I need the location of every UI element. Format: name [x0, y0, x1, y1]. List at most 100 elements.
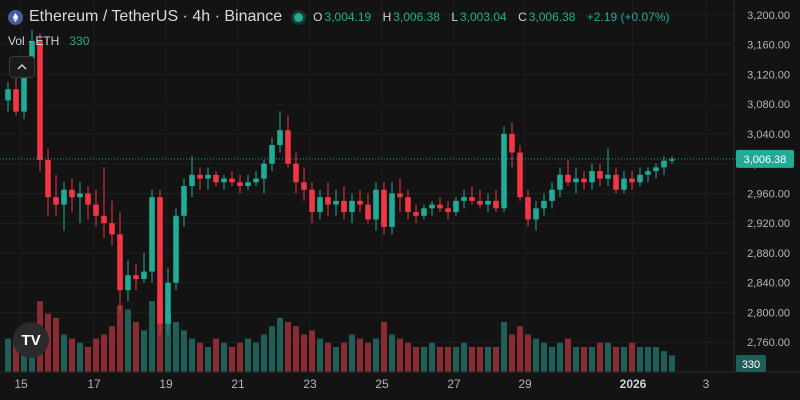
- candle-body: [5, 89, 11, 101]
- volume-bar: [133, 322, 139, 372]
- candle: [229, 171, 235, 186]
- time-axis[interactable]: 15 17 19 21 23 25 27 29 2026 3: [0, 371, 800, 391]
- candle: [277, 111, 283, 153]
- candle-body: [293, 163, 299, 183]
- candle: [309, 182, 315, 224]
- price-tick-label: 3,160.00: [747, 40, 790, 52]
- volume-bar: [453, 347, 459, 372]
- candle: [525, 189, 531, 227]
- volume-badge: 330: [736, 355, 766, 372]
- candle: [477, 189, 483, 209]
- volume-bar: [557, 342, 563, 372]
- candle-body: [413, 212, 419, 216]
- candle-body: [357, 200, 363, 205]
- candle-body: [637, 174, 643, 183]
- tradingview-logo-icon[interactable]: TV: [13, 322, 49, 358]
- symbol-title[interactable]: Ethereum / TetherUS · 4h · Binance: [29, 8, 283, 25]
- volume-bar: [373, 338, 379, 372]
- volume-bar: [541, 342, 547, 372]
- volume-bar: [389, 334, 395, 372]
- candle-body: [141, 271, 147, 279]
- volume-bar: [101, 334, 107, 372]
- candle-body: [149, 197, 155, 272]
- candle: [293, 152, 299, 194]
- candle: [637, 167, 643, 186]
- price-axis[interactable]: 3,200.00 3,160.00 3,120.00 3,080.00 3,040.00…: [733, 0, 790, 372]
- time-tick-label: 25: [375, 377, 389, 391]
- candle: [517, 145, 523, 201]
- volume-bar: [85, 347, 91, 372]
- candle-body: [629, 178, 635, 183]
- candle: [613, 167, 619, 194]
- candle-body: [213, 174, 219, 183]
- candle-body: [157, 197, 163, 324]
- candle: [53, 174, 59, 216]
- candle: [429, 200, 435, 216]
- volume-bar: [405, 342, 411, 372]
- candle: [261, 159, 267, 194]
- volume-bar: [589, 347, 595, 372]
- candle-body: [333, 200, 339, 205]
- volume-bar: [517, 326, 523, 372]
- volume-bar: [5, 338, 11, 372]
- candle-body: [421, 208, 427, 216]
- candle: [461, 189, 467, 209]
- candle-body: [229, 178, 235, 183]
- volume-bar: [325, 342, 331, 372]
- volume-bar: [581, 347, 587, 372]
- candle-body: [445, 208, 451, 213]
- candle-body: [205, 174, 211, 179]
- candle-body: [573, 178, 579, 183]
- candle-body: [21, 70, 27, 112]
- close-value: 3,006.38: [528, 10, 576, 24]
- volume-bar: [261, 334, 267, 372]
- volume-bar: [549, 347, 555, 372]
- volume-bar: [397, 338, 403, 372]
- candle: [133, 264, 139, 291]
- candle-body: [525, 197, 531, 220]
- volume-bar: [229, 347, 235, 372]
- ohlc-values: O 3,004.19 H 3,006.38 L 3,003.04 C 3,006.38 …: [313, 10, 670, 24]
- candle: [181, 178, 187, 227]
- price-tick-label: 2,880.00: [747, 248, 790, 260]
- volume-bar: [645, 347, 651, 372]
- candle-body: [349, 200, 355, 213]
- volume-bar: [381, 322, 387, 372]
- candle-body: [621, 178, 627, 190]
- candle-body: [605, 174, 611, 179]
- candle-body: [37, 40, 43, 160]
- price-tick-label: 2,960.00: [747, 188, 790, 200]
- volume-bar: [349, 334, 355, 372]
- volume-bar: [661, 351, 667, 372]
- candle: [557, 167, 563, 198]
- candle-body: [285, 130, 291, 164]
- candle-body: [101, 215, 107, 224]
- candle-body: [109, 223, 115, 235]
- candle: [541, 193, 547, 216]
- candle-body: [309, 189, 315, 213]
- candle-body: [253, 178, 259, 183]
- volume-bar: [13, 342, 19, 372]
- collapse-legend-button[interactable]: [9, 56, 35, 78]
- candle: [341, 186, 347, 220]
- volume-bar: [117, 305, 123, 372]
- candle-body: [69, 189, 75, 198]
- candle-body: [53, 197, 59, 205]
- volume-bar: [669, 355, 675, 372]
- volume-bar: [509, 334, 515, 372]
- candle: [333, 189, 339, 216]
- time-tick-label: 3: [703, 377, 710, 391]
- candle: [605, 148, 611, 186]
- candle-body: [557, 174, 563, 190]
- candle-body: [653, 167, 659, 172]
- volume-bar: [485, 347, 491, 372]
- candle-body: [437, 204, 443, 209]
- volume-bar: [621, 347, 627, 372]
- time-tick-label: 2026: [620, 377, 647, 391]
- candle-body: [645, 171, 651, 175]
- market-open-indicator-icon: [294, 12, 304, 22]
- candle: [173, 208, 179, 291]
- candle-body: [261, 163, 267, 179]
- candle-body: [365, 204, 371, 220]
